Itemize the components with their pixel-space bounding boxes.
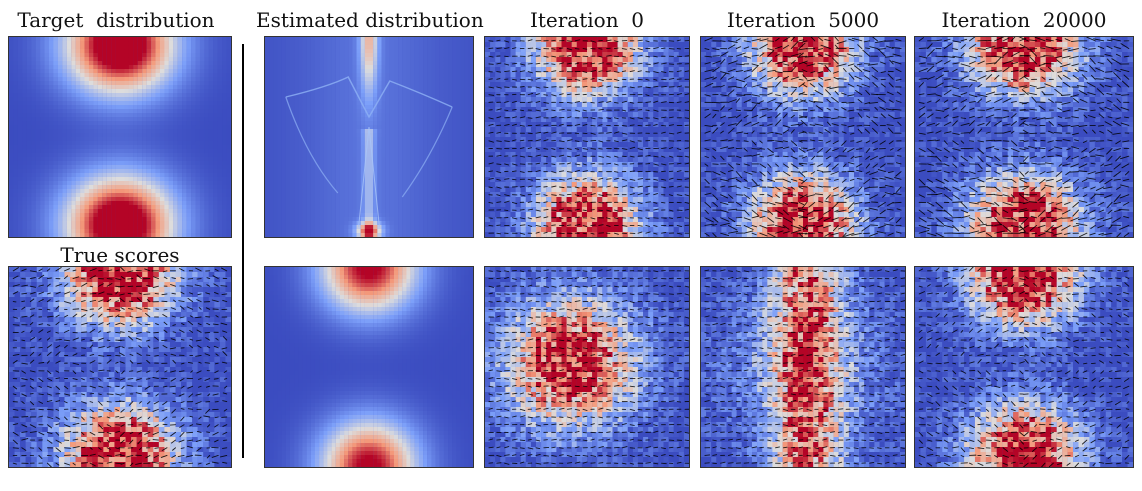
- iter20000-bottom-svg: [915, 267, 1133, 467]
- panel-estimated-density-top: [264, 36, 474, 238]
- panel-true-scores: [8, 266, 232, 468]
- title-true-scores: True scores: [8, 243, 232, 267]
- panel-iteration-20000-top: [914, 36, 1134, 238]
- panel-iteration-0-top: [484, 36, 690, 238]
- iter20000-top-svg: [915, 37, 1133, 237]
- iter0-bottom-svg: [485, 267, 689, 467]
- panel-target-density: [8, 36, 232, 238]
- panel-iteration-5000-bottom: [700, 266, 906, 468]
- iter0-top-svg: [485, 37, 689, 237]
- estimated-density-top-svg: [265, 37, 473, 237]
- title-iteration-5000: Iteration 5000: [700, 8, 906, 32]
- vertical-divider: [242, 44, 244, 458]
- iter5000-bottom-svg: [701, 267, 905, 467]
- title-estimated-distribution: Estimated distribution: [256, 8, 484, 32]
- panel-iteration-20000-bottom: [914, 266, 1134, 468]
- title-target-distribution: Target distribution: [0, 8, 232, 32]
- iter5000-top-svg: [701, 37, 905, 237]
- target-density-svg: [9, 37, 231, 237]
- estimated-density-bottom-svg: [265, 267, 473, 467]
- title-iteration-0: Iteration 0: [484, 8, 690, 32]
- panel-iteration-0-bottom: [484, 266, 690, 468]
- panel-estimated-density-bottom: [264, 266, 474, 468]
- true-scores-svg: [9, 267, 231, 467]
- title-iteration-20000: Iteration 20000: [914, 8, 1134, 32]
- panel-iteration-5000-top: [700, 36, 906, 238]
